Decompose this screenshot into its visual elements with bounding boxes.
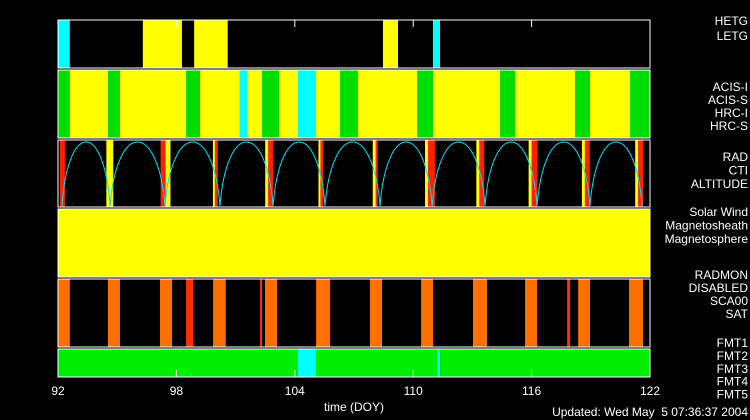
state-interval bbox=[239, 70, 248, 138]
state-interval bbox=[635, 140, 639, 207]
legend-label: SAT bbox=[726, 307, 749, 321]
state-interval bbox=[214, 140, 218, 207]
state-interval bbox=[339, 70, 358, 138]
legend-label: Magnetosheath bbox=[665, 219, 748, 233]
state-interval bbox=[318, 140, 321, 207]
legend-label: HRC-S bbox=[710, 119, 748, 133]
legend-label: HETG bbox=[715, 14, 748, 28]
state-interval bbox=[369, 279, 383, 347]
state-interval bbox=[262, 70, 280, 138]
state-interval bbox=[160, 279, 173, 347]
state-interval bbox=[212, 140, 215, 207]
x-tick-label: 122 bbox=[640, 384, 660, 398]
x-axis-label: time (DOY) bbox=[324, 400, 384, 414]
state-interval bbox=[194, 20, 228, 68]
state-interval bbox=[629, 279, 644, 347]
legend-label: HRC-I bbox=[715, 106, 748, 120]
x-tick-label: 92 bbox=[51, 384, 65, 398]
altitude-line bbox=[61, 141, 643, 207]
state-interval bbox=[186, 279, 193, 347]
state-interval bbox=[58, 20, 70, 68]
state-interval bbox=[472, 279, 488, 347]
state-interval bbox=[265, 279, 278, 347]
state-interval bbox=[525, 279, 538, 347]
state-interval bbox=[59, 140, 65, 207]
legend-label: LETG bbox=[717, 29, 748, 43]
legend-label: ALTITUDE bbox=[691, 177, 748, 191]
state-interval bbox=[213, 279, 226, 347]
state-interval bbox=[421, 279, 433, 347]
state-interval bbox=[428, 140, 435, 207]
state-interval bbox=[375, 140, 378, 207]
state-interval bbox=[479, 140, 485, 207]
state-interval bbox=[297, 349, 316, 377]
state-interval bbox=[383, 20, 399, 68]
legend-label: DISABLED bbox=[689, 281, 749, 295]
x-tick-label: 116 bbox=[522, 384, 541, 398]
legend-label: FMT5 bbox=[717, 387, 749, 401]
state-interval bbox=[584, 140, 590, 207]
state-interval bbox=[531, 140, 538, 207]
state-interval bbox=[417, 70, 433, 138]
state-interval bbox=[316, 279, 331, 347]
state-interval bbox=[107, 70, 120, 138]
state-interval bbox=[58, 349, 298, 377]
state-interval bbox=[638, 140, 644, 207]
legend-label: FMT2 bbox=[717, 349, 749, 363]
panel-frame bbox=[57, 69, 651, 139]
x-tick-label: 104 bbox=[285, 384, 305, 398]
state-interval bbox=[320, 140, 324, 207]
state-interval bbox=[528, 140, 532, 207]
state-interval bbox=[575, 70, 591, 138]
state-interval bbox=[581, 140, 585, 207]
panel-frame bbox=[57, 139, 651, 208]
state-interval bbox=[58, 279, 70, 347]
x-tick-label: 98 bbox=[170, 384, 184, 398]
legend-label: RAD bbox=[723, 150, 749, 164]
legend-label: Magnetosphere bbox=[665, 232, 749, 246]
state-interval bbox=[425, 140, 428, 207]
legend-label: ACIS-S bbox=[708, 93, 748, 107]
state-interval bbox=[58, 70, 70, 138]
panel-frame bbox=[57, 19, 651, 69]
state-interval bbox=[578, 279, 591, 347]
state-interval bbox=[567, 279, 571, 347]
panel-background bbox=[58, 279, 650, 347]
state-interval bbox=[160, 140, 166, 207]
state-interval bbox=[315, 349, 438, 377]
state-interval bbox=[58, 209, 650, 277]
state-interval bbox=[500, 70, 516, 138]
legend-label: FMT1 bbox=[717, 336, 749, 350]
state-interval bbox=[476, 140, 480, 207]
legend-label: FMT3 bbox=[717, 362, 749, 376]
state-interval bbox=[106, 140, 114, 207]
state-interval bbox=[142, 20, 182, 68]
panel-frame bbox=[57, 278, 651, 348]
panel-frame bbox=[57, 208, 651, 278]
state-interval bbox=[268, 140, 274, 207]
state-interval bbox=[372, 140, 376, 207]
legend-label: Solar Wind bbox=[689, 205, 748, 219]
legend-label: RADMON bbox=[695, 268, 748, 282]
state-interval bbox=[186, 70, 201, 138]
state-interval bbox=[265, 140, 269, 207]
state-interval bbox=[297, 70, 316, 138]
panel-frame bbox=[57, 348, 651, 378]
footer: Updated: Wed May 5 07:36:37 2004 bbox=[552, 405, 748, 419]
state-interval bbox=[165, 140, 171, 207]
legend-label: CTI bbox=[729, 164, 748, 178]
panel-background bbox=[58, 140, 650, 207]
x-tick-label: 110 bbox=[404, 384, 423, 398]
legend-label: FMT4 bbox=[717, 375, 749, 389]
legend-label: SCA00 bbox=[710, 294, 748, 308]
legend-label: ACIS-I bbox=[713, 80, 748, 94]
state-interval bbox=[432, 20, 441, 68]
state-interval bbox=[437, 349, 441, 377]
state-interval bbox=[260, 279, 263, 347]
state-interval bbox=[107, 279, 120, 347]
state-interval bbox=[630, 70, 650, 138]
state-interval bbox=[440, 349, 650, 377]
